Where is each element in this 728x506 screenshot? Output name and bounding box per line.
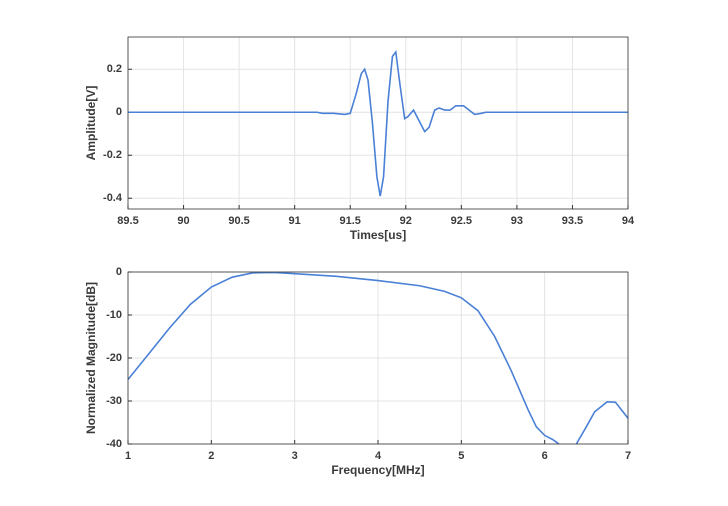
x-tick-label: 90 <box>177 215 189 227</box>
x-tick-label: 1 <box>125 450 131 462</box>
x-tick-label: 91 <box>289 215 301 227</box>
x-tick-label: 92 <box>400 215 412 227</box>
x-tick-label: 5 <box>458 450 464 462</box>
y-tick-label: -10 <box>106 309 122 321</box>
x-tick-label: 91.5 <box>340 215 361 227</box>
x-tick-label: 93 <box>511 215 523 227</box>
x-tick-label: 2 <box>208 450 214 462</box>
x-axis-title: Frequency[MHz] <box>331 463 424 477</box>
y-axis-title: Amplitude[V] <box>84 86 98 161</box>
x-tick-label: 94 <box>622 215 635 227</box>
x-tick-label: 6 <box>542 450 548 462</box>
y-tick-label: 0.2 <box>107 63 122 75</box>
line-series <box>128 272 628 444</box>
y-tick-label: 0 <box>116 106 122 118</box>
x-tick-label: 93.5 <box>562 215 583 227</box>
x-tick-label: 92.5 <box>451 215 472 227</box>
x-tick-label: 4 <box>375 450 382 462</box>
y-tick-label: -30 <box>106 395 122 407</box>
y-axis-title: Normalized Magnitude[dB] <box>84 282 98 434</box>
x-tick-label: 3 <box>292 450 298 462</box>
x-tick-label: 89.5 <box>117 215 138 227</box>
y-tick-label: -0.2 <box>103 149 122 161</box>
y-tick-label: 0 <box>116 266 122 278</box>
y-tick-label: -20 <box>106 352 122 364</box>
x-tick-label: 7 <box>625 450 631 462</box>
x-tick-label: 90.5 <box>228 215 249 227</box>
y-tick-label: -0.4 <box>103 192 123 204</box>
line-series <box>128 50 628 197</box>
x-axis-title: Times[us] <box>350 228 406 242</box>
axes-box <box>127 271 629 445</box>
y-tick-label: -40 <box>106 438 122 450</box>
axes-box <box>127 36 629 210</box>
